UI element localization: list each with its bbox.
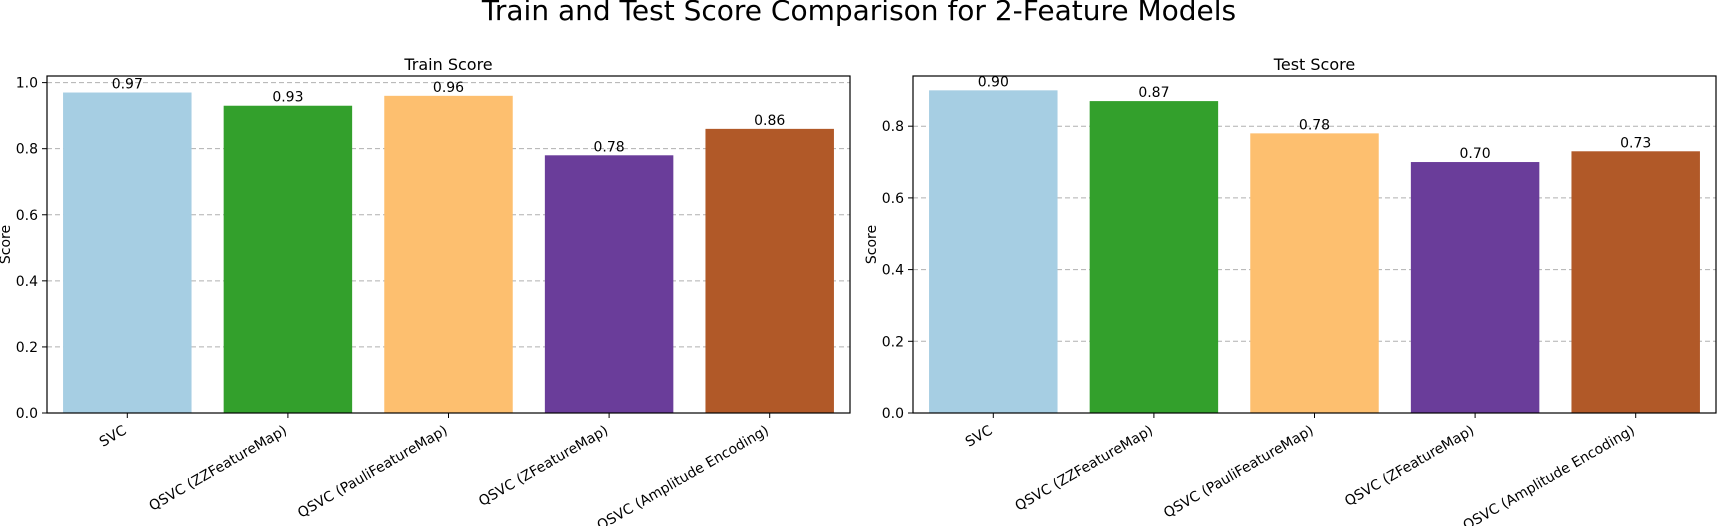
bar-value-label: 0.78 bbox=[594, 139, 625, 155]
bar bbox=[384, 95, 513, 413]
bar bbox=[1089, 101, 1219, 414]
bar-value-label: 0.96 bbox=[433, 80, 464, 96]
y-tick-label: 0.0 bbox=[882, 406, 904, 422]
bar-value-label: 0.93 bbox=[272, 90, 303, 106]
y-axis-label: Score bbox=[864, 225, 880, 264]
x-tick-label: SVC bbox=[963, 423, 996, 451]
x-tick-label: QSVC (Amplitude Encoding) bbox=[1461, 423, 1638, 526]
bar-value-label: 0.78 bbox=[1299, 117, 1330, 133]
bar bbox=[63, 92, 192, 414]
figure-title: Train and Test Score Comparison for 2-Fe… bbox=[481, 0, 1237, 27]
y-tick-label: 0.8 bbox=[882, 119, 904, 135]
y-tick-label: 0.4 bbox=[16, 274, 38, 290]
y-tick-label: 0.6 bbox=[16, 208, 38, 224]
x-tick-label: QSVC (ZFeatureMap) bbox=[1342, 423, 1477, 510]
y-tick-label: 1.0 bbox=[16, 76, 38, 92]
bar-value-label: 0.97 bbox=[112, 77, 143, 93]
bar-value-label: 0.90 bbox=[978, 74, 1009, 90]
bar bbox=[223, 105, 353, 413]
axes-frame bbox=[912, 75, 1717, 414]
y-axis-label: Score bbox=[0, 225, 14, 264]
subplot-title: Test Score bbox=[1273, 55, 1355, 74]
y-tick-label: 0.6 bbox=[882, 191, 904, 207]
axes-frame bbox=[46, 75, 851, 414]
subplot-title: Train Score bbox=[403, 55, 492, 74]
bar-value-label: 0.70 bbox=[1460, 146, 1491, 162]
bar bbox=[544, 155, 674, 413]
y-tick-label: 0.2 bbox=[882, 334, 904, 350]
y-tick-label: 0.0 bbox=[16, 406, 38, 422]
y-tick-label: 0.2 bbox=[16, 340, 38, 356]
x-tick-label: QSVC (ZZFeatureMap) bbox=[1013, 423, 1156, 515]
bar bbox=[1250, 133, 1379, 414]
bar-value-label: 0.86 bbox=[754, 113, 785, 129]
bar-value-label: 0.73 bbox=[1620, 135, 1651, 151]
bar bbox=[929, 90, 1058, 413]
bar bbox=[1410, 162, 1540, 413]
bar bbox=[705, 128, 834, 414]
bar-value-label: 0.87 bbox=[1138, 85, 1169, 101]
x-tick-label: QSVC (PauliFeatureMap) bbox=[1161, 423, 1316, 522]
y-tick-label: 0.4 bbox=[882, 263, 904, 279]
y-tick-label: 0.8 bbox=[16, 142, 38, 158]
bar bbox=[1571, 151, 1700, 413]
